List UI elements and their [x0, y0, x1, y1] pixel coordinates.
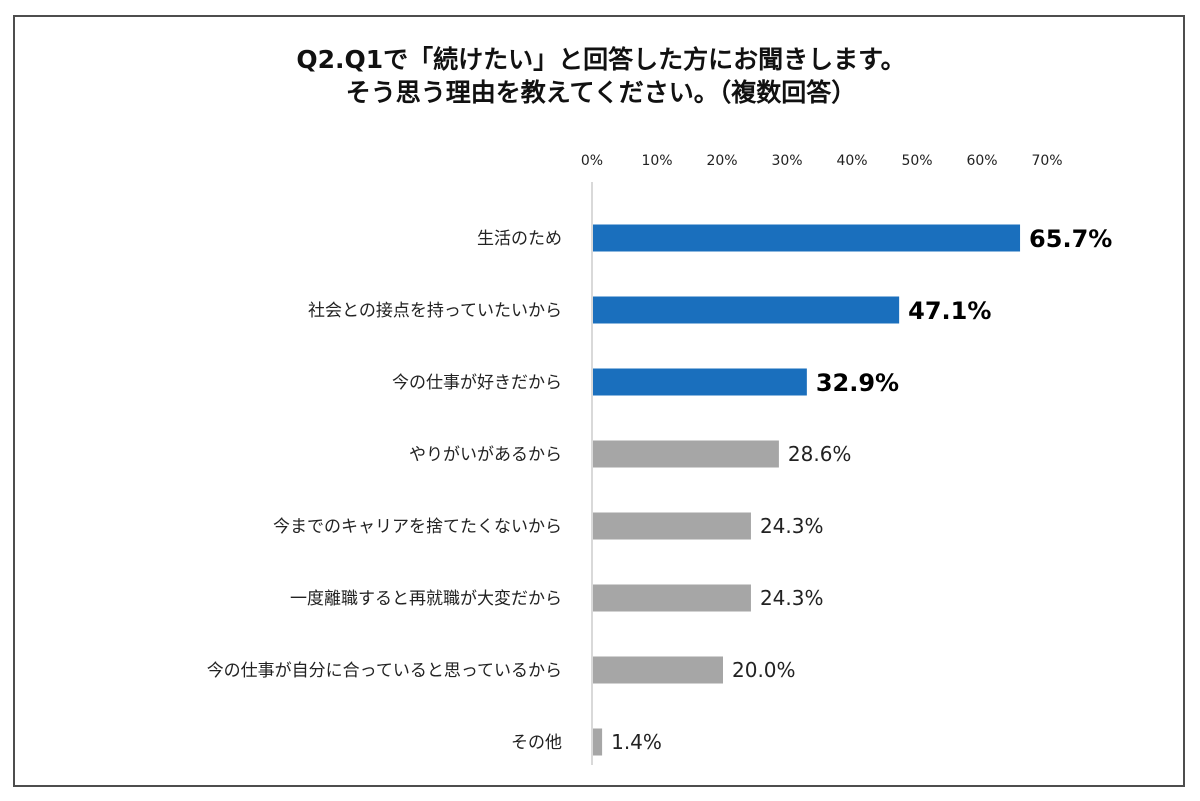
bar	[593, 224, 1021, 252]
x-tick-label: 60%	[966, 153, 997, 169]
bar	[593, 440, 779, 468]
category-label: 今の仕事が好きだから	[392, 373, 562, 393]
data-label: 47.1%	[908, 297, 991, 325]
chart-title-line-2: そう思う理由を教えてください。（複数回答）	[345, 78, 857, 107]
bar	[593, 656, 723, 684]
x-tick-label: 70%	[1031, 153, 1062, 169]
data-label: 20.0%	[732, 658, 796, 682]
category-label: 今の仕事が自分に合っていると思っているから	[207, 661, 562, 681]
bar	[593, 368, 807, 396]
category-label: 今までのキャリアを捨てたくないから	[273, 517, 562, 537]
x-tick-label: 40%	[836, 153, 867, 169]
category-label: 社会との接点を持っていたいから	[308, 301, 562, 321]
data-label: 32.9%	[816, 369, 899, 397]
bar	[593, 728, 603, 756]
category-label: その他	[511, 733, 562, 753]
category-label: 生活のため	[477, 229, 562, 249]
data-label: 28.6%	[788, 442, 852, 466]
category-label: やりがいがあるから	[409, 445, 562, 465]
bar	[593, 296, 900, 324]
category-label: 一度離職すると再就職が大変だから	[290, 589, 562, 609]
chart-frame: Q2.Q1で「続けたい」と回答した方にお聞きします。 そう思う理由を教えてくださ…	[13, 15, 1185, 787]
x-tick-label: 0%	[581, 153, 603, 169]
data-label: 65.7%	[1029, 225, 1112, 253]
x-tick-label: 20%	[706, 153, 737, 169]
bar	[593, 584, 751, 612]
data-label: 24.3%	[760, 514, 824, 538]
bar-chart: 0% 10% 20% 30% 40% 50% 60% 70% 生活のため 65.7% 社会との接点を…	[207, 153, 1112, 765]
x-tick-label: 10%	[641, 153, 672, 169]
chart-title: Q2.Q1で「続けたい」と回答した方にお聞きします。 そう思う理由を教えてくださ…	[15, 43, 1187, 109]
x-tick-label: 30%	[771, 153, 802, 169]
data-label: 24.3%	[760, 586, 824, 610]
bar	[593, 512, 751, 540]
chart-title-line-1: Q2.Q1で「続けたい」と回答した方にお聞きします。	[296, 45, 906, 74]
data-label: 1.4%	[611, 730, 662, 754]
x-tick-label: 50%	[901, 153, 932, 169]
